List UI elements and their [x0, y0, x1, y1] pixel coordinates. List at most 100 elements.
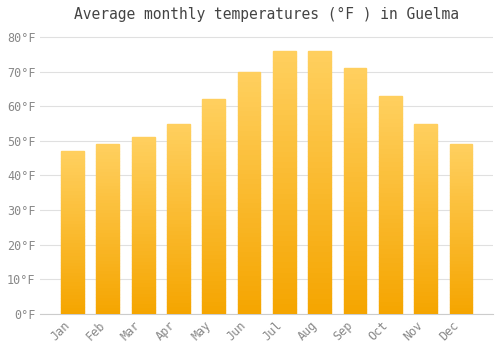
Bar	[202, 104, 225, 108]
Bar	[344, 206, 366, 211]
Bar	[61, 194, 84, 197]
Bar	[61, 239, 84, 242]
Bar	[61, 242, 84, 246]
Bar	[308, 219, 331, 224]
Bar	[238, 304, 260, 309]
Bar	[379, 248, 402, 253]
Bar	[96, 148, 119, 151]
Bar	[167, 131, 190, 135]
Bar	[414, 203, 437, 207]
Bar	[96, 229, 119, 232]
Bar	[167, 226, 190, 230]
Bar	[238, 173, 260, 178]
Bar	[132, 275, 154, 279]
Bar	[450, 304, 472, 307]
Bar	[238, 135, 260, 139]
Bar	[450, 243, 472, 246]
Bar	[450, 246, 472, 250]
Bar	[202, 168, 225, 172]
Bar	[379, 236, 402, 240]
Bar	[308, 293, 331, 298]
Bar	[167, 280, 190, 284]
Bar	[379, 139, 402, 144]
Bar	[132, 183, 154, 187]
Bar	[96, 307, 119, 310]
Bar	[132, 197, 154, 201]
Bar	[202, 172, 225, 176]
Bar	[379, 309, 402, 314]
Bar	[414, 158, 437, 162]
Bar	[273, 109, 296, 114]
Bar	[450, 151, 472, 154]
Bar	[238, 202, 260, 207]
Bar	[273, 182, 296, 188]
Bar	[238, 227, 260, 231]
Bar	[132, 211, 154, 215]
Bar	[450, 284, 472, 287]
Bar	[96, 192, 119, 195]
Bar	[238, 72, 260, 76]
Bar	[344, 230, 366, 235]
Bar	[308, 51, 331, 56]
Bar	[238, 125, 260, 130]
Bar	[202, 155, 225, 159]
Bar	[96, 212, 119, 216]
Bar	[96, 154, 119, 158]
Bar	[202, 219, 225, 224]
Bar	[414, 249, 437, 253]
Bar	[61, 294, 84, 297]
Bar	[96, 144, 119, 148]
Bar	[238, 81, 260, 86]
Bar	[61, 190, 84, 194]
Bar	[167, 261, 190, 264]
Bar	[167, 253, 190, 257]
Bar	[414, 226, 437, 230]
Bar	[202, 284, 225, 288]
Bar	[450, 182, 472, 185]
Bar	[344, 265, 366, 270]
Bar	[379, 113, 402, 118]
Bar	[61, 301, 84, 304]
Bar	[132, 201, 154, 204]
Bar	[96, 222, 119, 226]
Bar	[167, 127, 190, 131]
Bar	[238, 139, 260, 144]
Bar	[132, 187, 154, 190]
Bar	[96, 185, 119, 188]
Bar	[414, 215, 437, 219]
Bar	[273, 98, 296, 104]
Bar	[450, 158, 472, 161]
Bar	[273, 125, 296, 130]
Bar	[344, 245, 366, 250]
Bar	[132, 257, 154, 261]
Bar	[202, 241, 225, 245]
Bar	[167, 245, 190, 249]
Bar	[273, 146, 296, 151]
Bar	[238, 265, 260, 270]
Bar	[167, 223, 190, 226]
Bar	[167, 287, 190, 291]
Bar	[132, 240, 154, 243]
Bar	[132, 176, 154, 180]
Bar	[379, 275, 402, 279]
Bar	[379, 253, 402, 257]
Bar	[344, 309, 366, 314]
Bar	[414, 142, 437, 146]
Bar	[450, 148, 472, 151]
Bar	[308, 161, 331, 167]
Bar	[61, 154, 84, 158]
Bar	[132, 190, 154, 194]
Bar	[308, 182, 331, 188]
Bar	[273, 161, 296, 167]
Bar	[96, 250, 119, 253]
Bar	[167, 264, 190, 268]
Bar	[414, 192, 437, 196]
Bar	[238, 285, 260, 290]
Bar	[202, 250, 225, 254]
Bar	[308, 172, 331, 177]
Bar	[344, 274, 366, 280]
Bar	[308, 209, 331, 214]
Bar	[96, 195, 119, 198]
Bar	[379, 192, 402, 196]
Bar	[167, 207, 190, 211]
